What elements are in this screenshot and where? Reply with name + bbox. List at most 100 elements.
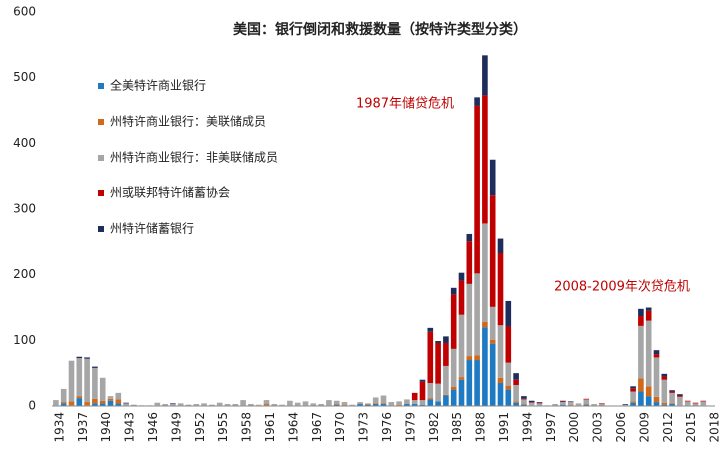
x-tick-label: 1940 <box>99 412 113 443</box>
x-tick-label: 2006 <box>614 412 628 443</box>
bar-segment <box>528 400 535 403</box>
bar-segment <box>489 306 496 340</box>
bar-segment <box>435 340 441 343</box>
bar-segment <box>630 391 636 402</box>
bar-segment <box>341 404 348 406</box>
bar-segment <box>638 378 644 392</box>
bar-segment <box>365 404 371 406</box>
bar-segment <box>60 402 67 404</box>
y-tick-label: 0 <box>28 399 36 413</box>
x-tick-label: 1982 <box>427 412 441 443</box>
bar-segment <box>474 360 480 406</box>
bar-segment <box>638 391 644 406</box>
x-tick-label: 1979 <box>403 412 417 443</box>
bar-segment <box>458 280 465 315</box>
x-tick-label: 1991 <box>497 412 511 443</box>
bar-segment <box>645 320 652 387</box>
legend-label: 州特许商业银行：非美联储成员 <box>110 150 278 165</box>
bar-segment <box>661 373 668 377</box>
legend-swatch <box>98 119 104 125</box>
bar-segment <box>482 55 488 96</box>
x-tick-label: 1955 <box>216 412 230 443</box>
bar-segment <box>645 386 652 397</box>
bar-segment <box>489 159 496 196</box>
bar-segment <box>349 404 356 406</box>
bar-segment <box>528 402 535 406</box>
bar-segment <box>92 403 98 406</box>
legend-swatch <box>98 190 104 196</box>
bar-segment <box>505 385 512 390</box>
bar-segment <box>513 379 519 385</box>
bar-segment <box>404 404 410 406</box>
bar-segment <box>583 399 590 405</box>
bar-segment <box>536 402 543 404</box>
legend-swatch <box>98 83 104 89</box>
x-tick-label: 1973 <box>357 412 371 443</box>
bar-segment <box>536 403 543 406</box>
bar-segment <box>684 400 691 402</box>
bar-segment <box>310 403 317 406</box>
bar-segment <box>115 403 122 406</box>
bar-segment <box>677 394 683 396</box>
bar-segment <box>162 404 168 406</box>
bar-segment <box>692 403 699 406</box>
bar-segment <box>567 402 574 405</box>
bar-segment <box>84 358 90 403</box>
bar-segment <box>396 404 402 406</box>
annotation: 1987年储贷危机 <box>356 97 454 112</box>
bar-segment <box>365 403 371 405</box>
bar-segment <box>435 383 441 402</box>
bar-segment <box>443 365 449 395</box>
bar-segment <box>333 404 340 405</box>
bar-segment <box>365 404 371 405</box>
bar-segment <box>638 308 644 317</box>
bar-segment <box>107 398 114 401</box>
bar-segment <box>209 404 215 406</box>
bar-segment <box>115 392 122 400</box>
bar-segment <box>653 350 660 355</box>
bar-segment <box>68 360 75 402</box>
x-tick-label: 1934 <box>52 412 66 443</box>
bar-segment <box>700 400 707 402</box>
bar-segment <box>419 400 426 405</box>
bar-segment <box>427 383 434 399</box>
bar-segment <box>60 388 67 403</box>
bar-segment <box>521 399 527 405</box>
bar-segment <box>185 404 192 406</box>
legend-label: 州或联邦特许储蓄协会 <box>110 185 230 200</box>
y-tick-label: 400 <box>13 136 36 150</box>
bar-segment <box>630 388 636 392</box>
legend-label: 全美特许商业银行 <box>110 78 206 93</box>
bar-segment <box>653 402 660 406</box>
bar-segment <box>677 396 683 406</box>
bar-segment <box>450 287 457 295</box>
bar-segment <box>240 400 246 406</box>
x-tick-label: 2009 <box>637 412 651 443</box>
bar-segment <box>271 404 278 406</box>
bar-segment <box>443 395 449 406</box>
bar-segment <box>575 403 582 406</box>
bar-segment <box>567 404 574 406</box>
bar-segment <box>513 401 519 403</box>
x-tick-label: 1961 <box>263 412 277 443</box>
bar-segment <box>170 404 176 406</box>
x-tick-label: 1952 <box>193 412 207 443</box>
bar-segment <box>419 381 426 401</box>
bar-segment <box>497 238 504 253</box>
bar-segment <box>482 327 488 406</box>
bar-segment <box>411 400 418 405</box>
bar-segment <box>294 402 301 406</box>
bar-segment <box>302 401 309 406</box>
bar-segment <box>622 404 629 405</box>
bar-segment <box>232 404 239 406</box>
bar-segment <box>76 396 83 399</box>
x-tick-label: 1976 <box>380 412 394 443</box>
y-tick-label: 500 <box>13 70 36 84</box>
bar-segment <box>419 379 426 382</box>
bar-segment <box>411 392 418 401</box>
bar-segment <box>466 360 473 406</box>
bar-segment <box>505 300 512 327</box>
bar-segment <box>482 223 488 322</box>
legend-swatch <box>98 226 104 232</box>
x-tick-label: 1997 <box>544 412 558 443</box>
